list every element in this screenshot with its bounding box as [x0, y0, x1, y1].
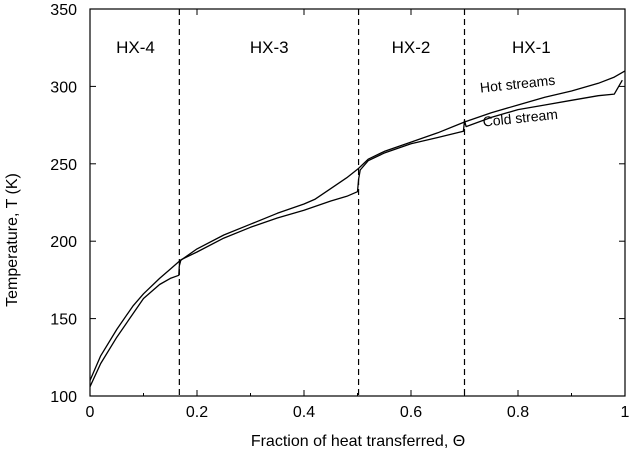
series-line-cold-stream [89, 79, 623, 387]
x-tick-label: 0 [86, 404, 95, 421]
y-tick-label: 250 [50, 157, 77, 174]
region-labels: HX-4 HX-3 HX-2 HX-1 [116, 38, 551, 57]
annotation-label: Hot streams [479, 72, 556, 96]
plot-frame [89, 8, 626, 397]
axes: 0 0.2 0.4 0.6 0.8 1 100 150 200 250 300 350 [50, 2, 629, 421]
annotations: Hot streams Cold stream [479, 72, 558, 130]
annotation-label: Cold stream [482, 106, 559, 130]
x-tick-label: 0.2 [186, 404, 208, 421]
series-line-hot-streams [89, 70, 626, 381]
region-label: HX-3 [250, 38, 289, 57]
region-dividers [178, 9, 466, 396]
x-tick-label: 0.4 [293, 404, 315, 421]
y-tick-label: 100 [50, 389, 77, 406]
y-axis-title: Temperature, T (K) [4, 173, 21, 307]
y-tick-label: 350 [50, 2, 77, 19]
region-label: HX-2 [392, 38, 431, 57]
region-label: HX-4 [116, 38, 155, 57]
y-tick-label: 150 [50, 312, 77, 329]
series-group [89, 70, 626, 387]
x-tick-label: 0.8 [507, 404, 529, 421]
y-tick-label: 300 [50, 79, 77, 96]
y-tick-label: 200 [50, 234, 77, 251]
region-label: HX-1 [512, 38, 551, 57]
x-axis-title: Fraction of heat transferred, Θ [251, 433, 465, 450]
x-tick-label: 1 [621, 404, 630, 421]
x-tick-label: 0.6 [400, 404, 422, 421]
